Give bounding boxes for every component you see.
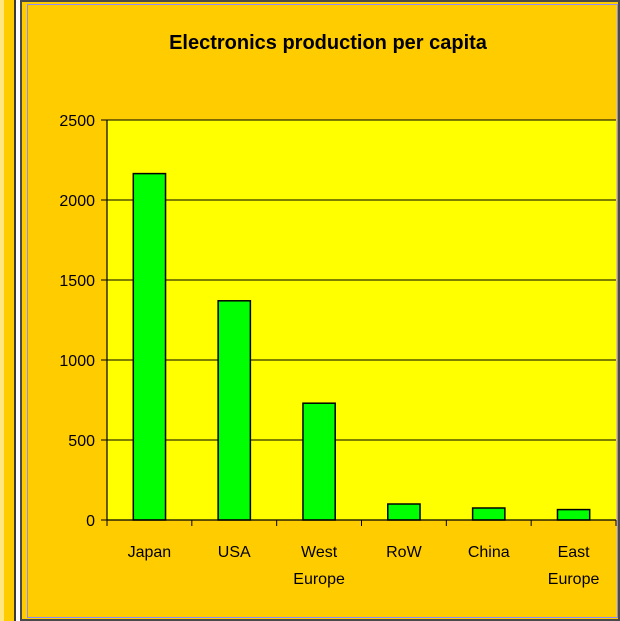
x-tick-label-line: Japan: [128, 544, 172, 561]
x-tick-label-2: West Europe: [293, 544, 345, 588]
bar-2: [302, 402, 336, 521]
bar-0: [132, 172, 167, 521]
y-tick-label-1500: 1500: [59, 273, 95, 290]
y-tick-label-2500: 2500: [59, 113, 95, 130]
left-panel-highlight: [0, 0, 4, 621]
bar-1: [217, 300, 252, 521]
x-tick-label-0: Japan: [128, 544, 172, 561]
x-tick-label-3: RoW: [386, 544, 422, 561]
y-tick-label-1000: 1000: [59, 353, 95, 370]
bar-4: [471, 507, 506, 521]
x-tick-label-line: RoW: [386, 544, 422, 561]
plot-area: [107, 120, 616, 520]
x-tick-label-4: China: [468, 544, 510, 561]
x-tick-label-line: Europe: [293, 571, 345, 588]
plot-area-group: 0 500 1000 1500 2000 2500 Japan USA West Europe Ro…: [59, 113, 617, 588]
left-panel-edge: [0, 0, 16, 621]
x-tick-label-line: East: [558, 544, 591, 561]
x-tick-label-line: China: [468, 544, 510, 561]
chart-title: Electronics production per capita: [169, 32, 488, 54]
x-tick-label-1: USA: [218, 544, 251, 561]
bar-3: [387, 503, 421, 521]
y-tick-label-0: 0: [86, 513, 95, 530]
bar-5: [556, 508, 591, 521]
y-tick-label-2000: 2000: [59, 193, 95, 210]
x-tick-label-line: Europe: [548, 571, 600, 588]
x-tick-label-line: West: [301, 544, 338, 561]
x-tick-label-5: East Europe: [548, 544, 600, 588]
x-tick-label-line: USA: [218, 544, 251, 561]
y-tick-label-500: 500: [68, 433, 95, 450]
